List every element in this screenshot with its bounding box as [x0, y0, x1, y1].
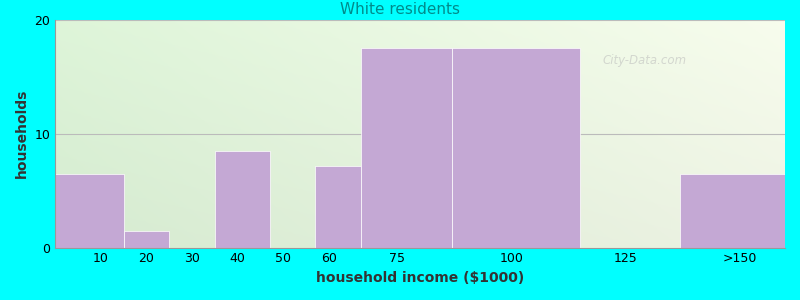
- Text: City-Data.com: City-Data.com: [602, 54, 686, 67]
- Bar: [215, 151, 270, 248]
- Bar: [680, 174, 785, 248]
- Bar: [361, 48, 452, 248]
- Bar: [452, 48, 580, 248]
- Bar: [55, 174, 124, 248]
- X-axis label: household income ($1000): household income ($1000): [316, 271, 524, 285]
- Bar: [315, 166, 361, 248]
- Bar: [124, 230, 170, 248]
- Y-axis label: households: households: [15, 89, 29, 178]
- Text: White residents: White residents: [340, 2, 460, 17]
